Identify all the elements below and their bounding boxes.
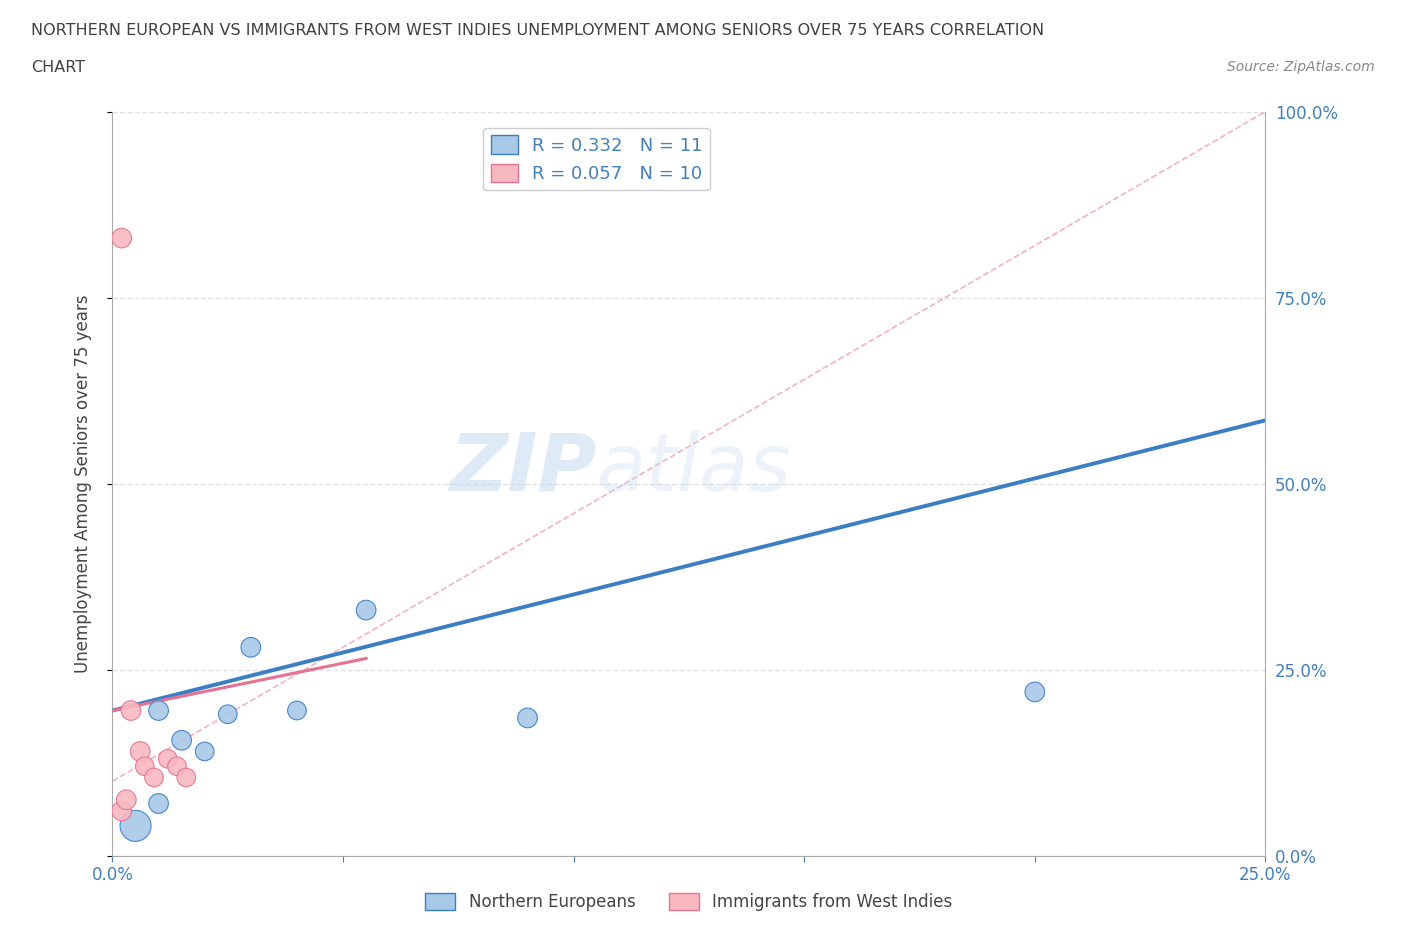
Y-axis label: Unemployment Among Seniors over 75 years: Unemployment Among Seniors over 75 years: [73, 295, 91, 672]
Point: [148, 703, 170, 718]
Text: Source: ZipAtlas.com: Source: ZipAtlas.com: [1227, 60, 1375, 74]
Text: ZIP: ZIP: [450, 430, 596, 508]
Legend: Northern Europeans, Immigrants from West Indies: Northern Europeans, Immigrants from West…: [419, 886, 959, 918]
Text: CHART: CHART: [31, 60, 84, 75]
Point: [111, 231, 134, 246]
Point: [285, 703, 308, 718]
Point: [217, 707, 239, 722]
Text: atlas: atlas: [596, 430, 792, 508]
Point: [134, 759, 156, 774]
Point: [166, 759, 188, 774]
Point: [354, 603, 377, 618]
Point: [1024, 684, 1046, 699]
Point: [111, 804, 134, 818]
Point: [124, 818, 146, 833]
Point: [239, 640, 262, 655]
Point: [120, 703, 142, 718]
Text: NORTHERN EUROPEAN VS IMMIGRANTS FROM WEST INDIES UNEMPLOYMENT AMONG SENIORS OVER: NORTHERN EUROPEAN VS IMMIGRANTS FROM WES…: [31, 23, 1045, 38]
Point: [143, 770, 166, 785]
Point: [174, 770, 197, 785]
Point: [156, 751, 179, 766]
Point: [115, 792, 138, 807]
Point: [148, 796, 170, 811]
Point: [129, 744, 152, 759]
Point: [194, 744, 217, 759]
Point: [170, 733, 193, 748]
Point: [516, 711, 538, 725]
